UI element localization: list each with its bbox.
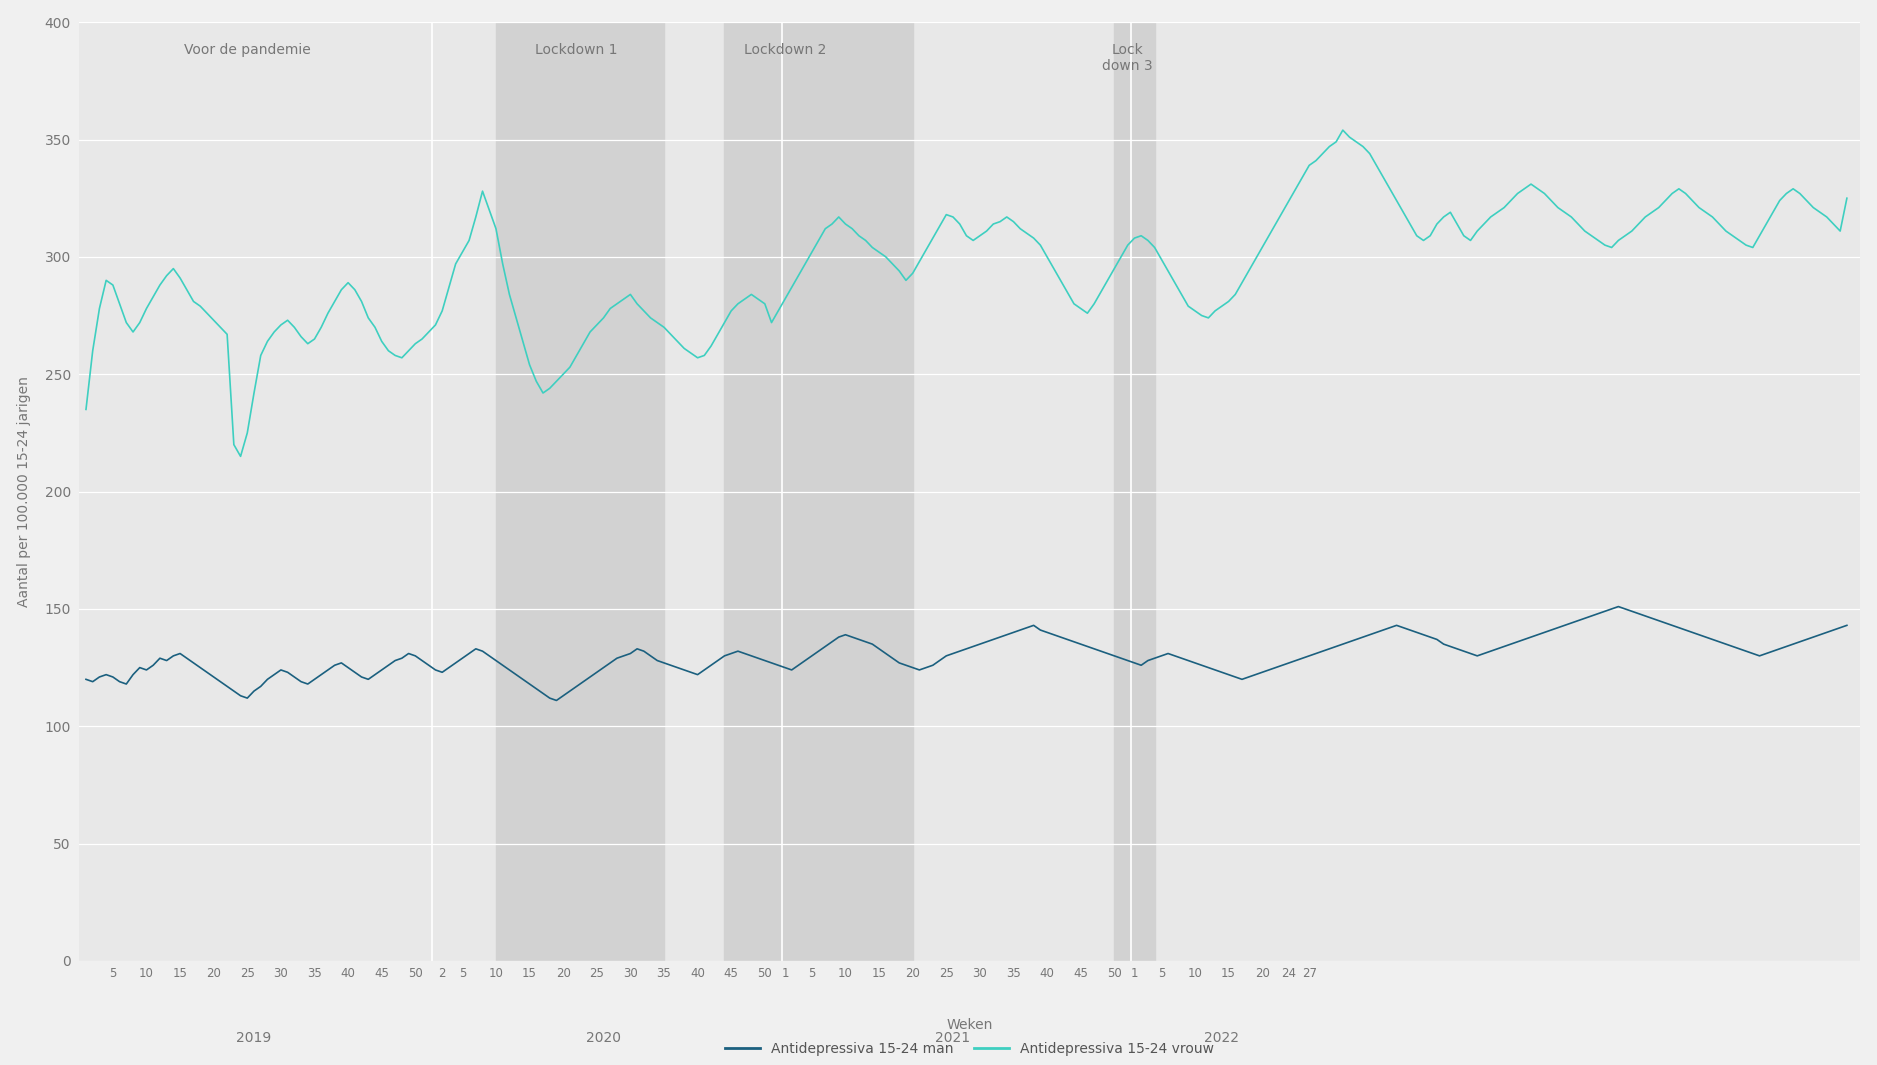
Bar (725, 22, 912, 961)
Bar (86, 22, 490, 961)
X-axis label: Weken: Weken (946, 1018, 993, 1032)
Text: Lockdown 1: Lockdown 1 (535, 44, 618, 58)
Y-axis label: Aantal per 100.000 15-24 jarigen: Aantal per 100.000 15-24 jarigen (17, 376, 30, 607)
Bar (496, 22, 664, 961)
Text: Lock
down 3: Lock down 3 (1102, 44, 1152, 73)
Text: Lockdown 2: Lockdown 2 (743, 44, 826, 58)
Text: 2022: 2022 (1205, 1031, 1239, 1046)
Text: 2019: 2019 (237, 1031, 272, 1046)
Text: 2021: 2021 (935, 1031, 970, 1046)
Text: Voor de pandemie: Voor de pandemie (184, 44, 312, 58)
Legend: Antidepressiva 15-24 man, Antidepressiva 15-24 vrouw: Antidepressiva 15-24 man, Antidepressiva… (719, 1037, 1220, 1062)
Text: 2020: 2020 (586, 1031, 621, 1046)
Bar (1115, 22, 1154, 961)
